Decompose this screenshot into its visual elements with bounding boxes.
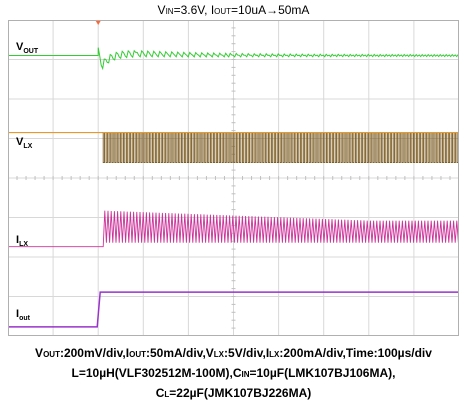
caption-line-2: L=10µH(VLF302512M-100M),CIN=10µF(LMK107B… xyxy=(0,364,467,384)
caption-line-3: CL=22µF(JMK107BJ226MA) xyxy=(0,384,467,404)
traces xyxy=(8,20,459,328)
plot-border xyxy=(8,20,459,336)
channel-label-ilx: ILX xyxy=(16,234,28,248)
vlx-trace-switching xyxy=(102,132,459,164)
title-text: VIN=3.6V, IOUT=10uA→50mA xyxy=(157,3,310,17)
caption: VOUT:200mV/div,IOUT:50mA/div,VLX:5V/div,… xyxy=(0,344,467,404)
channel-labels: VOUT VLX ILX Iout xyxy=(16,41,39,322)
channel-label-iout: Iout xyxy=(16,308,31,322)
caption-line-1: VOUT:200mV/div,IOUT:50mA/div,VLX:5V/div,… xyxy=(0,344,467,364)
caption-text: CL=22µF(JMK107BJ226MA) xyxy=(155,386,312,400)
iout-trace xyxy=(8,291,459,328)
grid xyxy=(8,20,459,336)
oscilloscope-plot: VOUT VLX ILX Iout xyxy=(8,20,459,336)
trigger-marker xyxy=(95,20,102,25)
vout-trace xyxy=(8,47,459,71)
channel-label-vout: VOUT xyxy=(16,41,39,55)
channel-label-vlx: VLX xyxy=(16,136,33,150)
caption-text: L=10µH(VLF302512M-100M),CIN=10µF(LMK107B… xyxy=(71,366,396,380)
chart-title: VIN=3.6V, IOUT=10uA→50mA xyxy=(0,3,467,17)
caption-text: VOUT:200mV/div,IOUT:50mA/div,VLX:5V/div,… xyxy=(35,346,432,360)
ilx-trace xyxy=(8,210,459,248)
